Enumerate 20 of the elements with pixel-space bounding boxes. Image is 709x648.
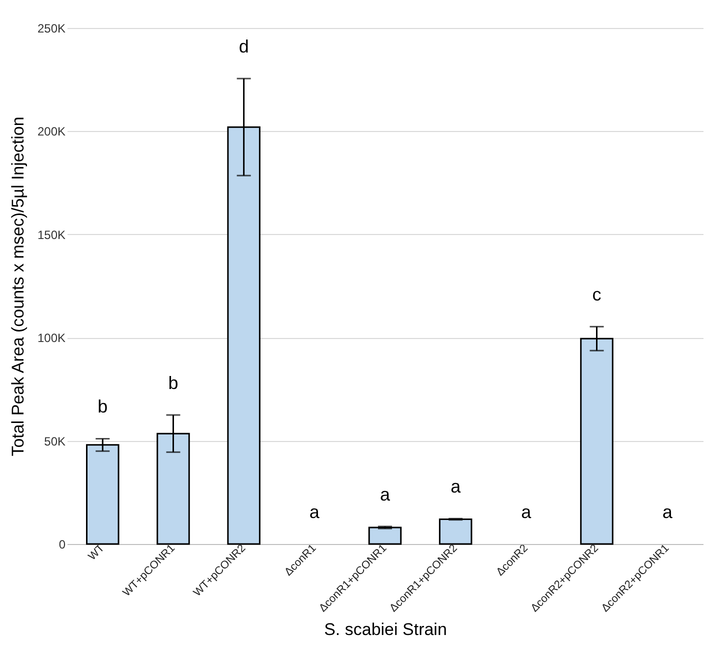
annotation: a <box>662 502 674 522</box>
y-tick-label: 50K <box>44 434 66 448</box>
y-tick-label: 150K <box>37 228 66 242</box>
annotation: c <box>592 284 602 305</box>
y-tick-label: 250K <box>37 22 66 36</box>
annotation: a <box>309 502 320 522</box>
y-tick-label: 0 <box>58 538 66 552</box>
annotation: a <box>450 476 462 497</box>
y-tick-label: 200K <box>37 124 66 139</box>
y-tick-label: 100K <box>37 331 66 346</box>
x-tick-label: WT <box>86 542 108 563</box>
y-axis-title: Total Peak Area (counts x msec)/5µl Injection <box>8 116 28 456</box>
annotation: d <box>238 36 249 57</box>
annotation: a <box>521 502 532 522</box>
bar <box>368 526 402 545</box>
annotation: b <box>168 373 178 393</box>
annotation: b <box>98 396 108 417</box>
annotation: a <box>380 484 391 504</box>
bar <box>438 518 472 545</box>
x-axis-title: S. scabiei Strain <box>324 620 447 639</box>
